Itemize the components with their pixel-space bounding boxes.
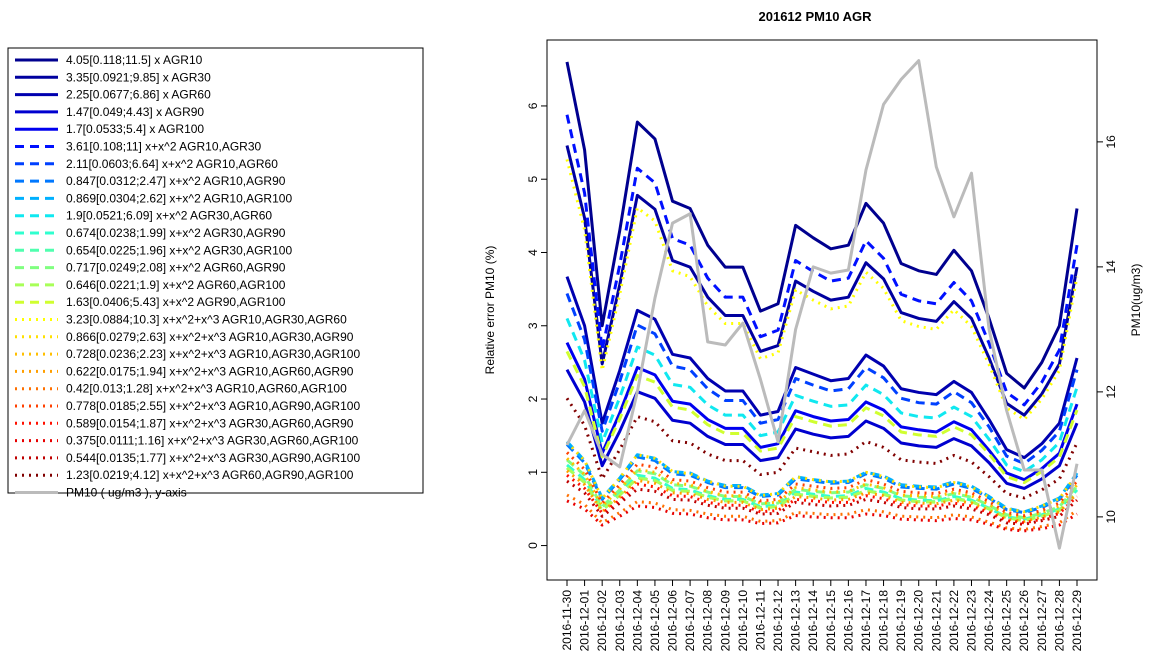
legend-label: 3.61[0.108;11] x+x^2 AGR10,AGR30 — [66, 140, 262, 154]
x-tick-label: 2016-12-27 — [1035, 590, 1049, 652]
series-line — [565, 61, 1079, 390]
legend-label: 0.42[0.013;1.28] x+x^2+x^3 AGR10,AGR60,A… — [66, 382, 347, 396]
x-tick-label: 2016-12-12 — [771, 590, 785, 652]
series-line — [566, 469, 1079, 523]
series-line — [565, 441, 1079, 514]
legend-label: 1.63[0.0406;5.43] x+x^2 AGR90,AGR100 — [66, 295, 286, 309]
y2-tick-label: 14 — [1104, 260, 1118, 274]
x-tick-label: 2016-12-29 — [1070, 590, 1084, 652]
legend-label: 0.674[0.0238;1.99] x+x^2 AGR30,AGR90 — [66, 226, 286, 240]
x-tick-label: 2016-12-01 — [578, 590, 592, 652]
series-line — [565, 145, 1079, 417]
series-line — [566, 493, 1078, 531]
series-line — [565, 368, 1079, 490]
legend-label: 0.717[0.0249;2.08] x+x^2 AGR60,AGR90 — [66, 261, 286, 275]
x-tick-label: 2016-12-23 — [964, 590, 978, 652]
x-tick-label: 2016-12-15 — [824, 590, 838, 652]
legend-label: 0.646[0.0221;1.9] x+x^2 AGR60,AGR100 — [66, 278, 286, 292]
x-tick-label: 2016-12-07 — [683, 590, 697, 652]
x-tick-label: 2016-12-09 — [718, 590, 732, 652]
legend-label: 0.589[0.0154;1.87] x+x^2+x^3 AGR30,AGR60… — [66, 416, 354, 430]
series-line — [565, 114, 1079, 407]
series-line — [566, 474, 1079, 525]
chart-title: 201612 PM10 AGR — [759, 9, 873, 24]
x-tick-label: 2016-12-10 — [736, 590, 750, 652]
legend-label: 1.9[0.0521;6.09] x+x^2 AGR30,AGR60 — [66, 209, 272, 223]
x-tick-label: 2016-12-17 — [859, 590, 873, 652]
legend-label: 0.375[0.0111;1.16] x+x^2+x^3 AGR30,AGR60… — [66, 434, 359, 448]
x-tick-label: 2016-12-03 — [613, 590, 627, 652]
y-tick-label: 3 — [526, 322, 540, 329]
y-tick-label: 2 — [526, 395, 540, 402]
legend-label: 4.05[0.118;11.5] x AGR10 — [66, 53, 203, 67]
legend-label: 0.778[0.0185;2.55] x+x^2+x^3 AGR10,AGR90… — [66, 399, 360, 413]
x-tick-label: 2016-12-14 — [806, 590, 820, 652]
x-tick-label: 2016-12-04 — [630, 590, 644, 652]
series-line — [565, 292, 1079, 466]
y-axis-label: Relative error PM10 (%) — [483, 246, 497, 375]
series-line — [565, 350, 1079, 485]
series-line — [565, 317, 1079, 474]
y-tick-label: 6 — [526, 102, 540, 109]
legend-label: 0.866[0.0279;2.63] x+x^2+x^3 AGR10,AGR30… — [66, 330, 354, 344]
series-line — [565, 451, 1079, 518]
y2-tick-label: 10 — [1104, 510, 1118, 524]
legend-box — [7, 47, 424, 494]
x-tick-label: 2016-12-18 — [877, 590, 891, 652]
x-tick-label: 2016-12-25 — [1000, 590, 1014, 652]
x-tick-label: 2016-12-16 — [841, 590, 855, 652]
y-tick-label: 0 — [526, 542, 540, 549]
legend-label: 0.622[0.0175;1.94] x+x^2+x^3 AGR10,AGR60… — [66, 364, 354, 378]
series-line — [565, 397, 1079, 500]
y2-tick-label: 16 — [1104, 135, 1118, 149]
legend-label: 0.728[0.0236;2.23] x+x^2+x^3 AGR10,AGR30… — [66, 347, 360, 361]
y2-tick-label: 12 — [1104, 385, 1118, 399]
y-tick-label: 1 — [526, 469, 540, 476]
legend-label: PM10 ( ug/m3 ), y-axis — [66, 486, 187, 500]
legend-label: 3.35[0.0921;9.85] x AGR30 — [66, 70, 211, 84]
series-line — [565, 341, 1079, 482]
legend-label: 0.869[0.0304;2.62] x+x^2 AGR10,AGR100 — [66, 191, 292, 205]
y-tick-label: 5 — [526, 176, 540, 183]
series-line — [565, 159, 1079, 422]
plot-frame — [546, 39, 1098, 581]
legend-label: 2.11[0.0603;6.64] x+x^2 AGR10,AGR60 — [66, 157, 278, 171]
legend-label: 1.23[0.0219;4.12] x+x^2+x^3 AGR60,AGR90,… — [66, 468, 354, 482]
legend-label: 2.25[0.0677;6.86] x AGR60 — [66, 88, 211, 102]
x-tick-label: 2016-12-21 — [929, 590, 943, 652]
x-tick-label: 2016-12-06 — [666, 590, 680, 652]
x-tick-label: 2016-12-02 — [595, 590, 609, 652]
y-tick-label: 4 — [526, 249, 540, 256]
x-tick-label: 2016-12-24 — [982, 590, 996, 652]
legend-label: 0.654[0.0225;1.96] x+x^2 AGR30,AGR100 — [66, 243, 292, 257]
legend-label: 3.23[0.0884;10.3] x+x^2+x^3 AGR10,AGR30,… — [66, 313, 347, 327]
y2-axis-label: PM10(ug/m3) — [1129, 264, 1143, 337]
x-tick-label: 2016-12-08 — [701, 590, 715, 652]
x-tick-label: 2016-12-05 — [648, 590, 662, 652]
x-tick-label: 2016-12-20 — [912, 590, 926, 652]
x-tick-label: 2016-12-28 — [1052, 590, 1066, 652]
legend-label: 1.7[0.0533;5.4] x AGR100 — [66, 122, 204, 136]
series-line — [565, 59, 1079, 550]
legend-label: 0.544[0.0135;1.77] x+x^2+x^3 AGR30,AGR90… — [66, 451, 360, 465]
series-line — [566, 463, 1079, 521]
x-tick-label: 2016-12-22 — [947, 590, 961, 652]
x-tick-label: 2016-12-11 — [753, 590, 767, 651]
legend-label: 1.47[0.049;4.43] x AGR90 — [66, 105, 204, 119]
x-tick-label: 2016-11-30 — [560, 590, 574, 651]
x-tick-label: 2016-12-19 — [894, 590, 908, 652]
x-tick-label: 2016-12-26 — [1017, 590, 1031, 652]
legend-label: 0.847[0.0312;2.47] x+x^2 AGR10,AGR90 — [66, 174, 286, 188]
series-line — [565, 457, 1079, 519]
x-tick-label: 2016-12-13 — [789, 590, 803, 652]
